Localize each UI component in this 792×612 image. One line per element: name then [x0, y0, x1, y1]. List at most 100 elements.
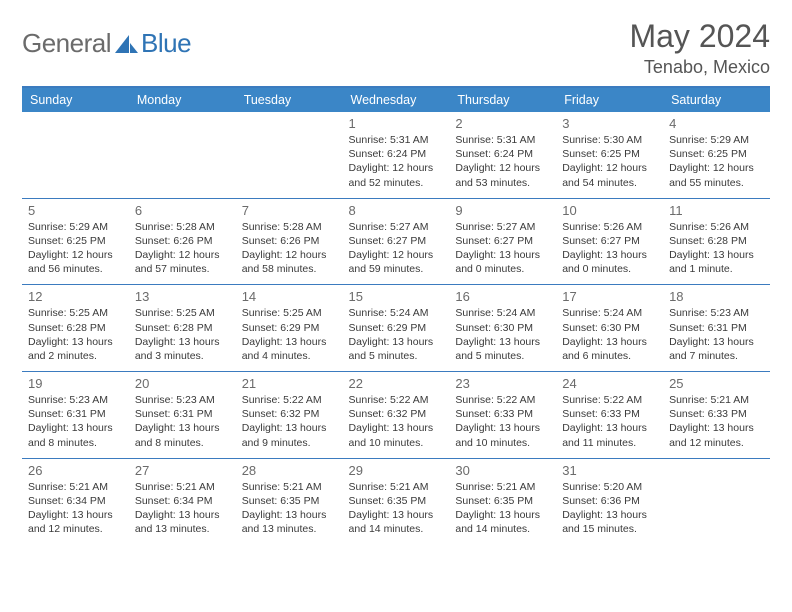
header-row: Sunday Monday Tuesday Wednesday Thursday…: [22, 88, 770, 112]
day-cell: [22, 112, 129, 198]
day-cell: 16Sunrise: 5:24 AMSunset: 6:30 PMDayligh…: [449, 285, 556, 372]
daylight-text: Daylight: 13 hours: [669, 335, 764, 349]
sunrise-text: Sunrise: 5:31 AM: [349, 133, 444, 147]
sunrise-text: Sunrise: 5:28 AM: [135, 220, 230, 234]
day-cell: 26Sunrise: 5:21 AMSunset: 6:34 PMDayligh…: [22, 458, 129, 544]
daylight-text: and 10 minutes.: [349, 436, 444, 450]
day-cell: 4Sunrise: 5:29 AMSunset: 6:25 PMDaylight…: [663, 112, 770, 198]
daylight-text: and 11 minutes.: [562, 436, 657, 450]
daylight-text: Daylight: 12 hours: [28, 248, 123, 262]
sunrise-text: Sunrise: 5:22 AM: [349, 393, 444, 407]
brand-part1: General: [22, 28, 111, 59]
day-cell: 21Sunrise: 5:22 AMSunset: 6:32 PMDayligh…: [236, 372, 343, 459]
daylight-text: Daylight: 12 hours: [349, 248, 444, 262]
day-cell: 5Sunrise: 5:29 AMSunset: 6:25 PMDaylight…: [22, 198, 129, 285]
sunset-text: Sunset: 6:26 PM: [242, 234, 337, 248]
day-number: 21: [242, 376, 337, 391]
week-row: 19Sunrise: 5:23 AMSunset: 6:31 PMDayligh…: [22, 372, 770, 459]
daylight-text: and 12 minutes.: [669, 436, 764, 450]
week-row: 12 Sunrise: 5:25 AM Sunset: 6:28 PM Dayligh…: [22, 285, 770, 372]
sunset-text: Sunset: 6:25 PM: [669, 147, 764, 161]
sunset-text: Sunset: 6:35 PM: [242, 494, 337, 508]
daylight-text: Daylight: 13 hours: [242, 421, 337, 435]
sunrise-text: Sunrise: 5:22 AM: [455, 393, 550, 407]
daylight-text: and 14 minutes.: [349, 522, 444, 536]
col-monday: Monday: [129, 88, 236, 112]
day-cell: 12Sunrise: 5:25 AMSunset: 6:28 PMDayligh…: [22, 285, 129, 372]
calendar-page: General Blue May 2024 Tenabo, Mexico Sun…: [0, 0, 792, 562]
sunrise-text: Sunrise: 5:24 AM: [455, 306, 550, 320]
sunrise-text: Sunrise: 5:30 AM: [562, 133, 657, 147]
sunset-text: Sunset: 6:33 PM: [455, 407, 550, 421]
day-number: 6: [135, 203, 230, 218]
col-tuesday: Tuesday: [236, 88, 343, 112]
sunrise-text: Sunrise: 5:21 AM: [28, 480, 123, 494]
daylight-text: Daylight: 13 hours: [562, 335, 657, 349]
day-number: 28: [242, 463, 337, 478]
daylight-text: Daylight: 13 hours: [28, 508, 123, 522]
day-cell: 2Sunrise: 5:31 AMSunset: 6:24 PMDaylight…: [449, 112, 556, 198]
day-number: 30: [455, 463, 550, 478]
daylight-text: and 14 minutes.: [455, 522, 550, 536]
brand-logo: General Blue: [22, 18, 191, 59]
col-thursday: Thursday: [449, 88, 556, 112]
sunset-text: Sunset: 6:33 PM: [669, 407, 764, 421]
day-number: 26: [28, 463, 123, 478]
month-title: May 2024: [629, 18, 770, 55]
daylight-text: Daylight: 13 hours: [669, 248, 764, 262]
day-cell: 28Sunrise: 5:21 AMSunset: 6:35 PMDayligh…: [236, 458, 343, 544]
day-number: 9: [455, 203, 550, 218]
day-number: 31: [562, 463, 657, 478]
daylight-text: and 10 minutes.: [455, 436, 550, 450]
daylight-text: Daylight: 12 hours: [455, 161, 550, 175]
brand-part2: Blue: [141, 28, 191, 59]
sunrise-text: Sunrise: 5:29 AM: [669, 133, 764, 147]
sunrise-text: Sunrise: 5:20 AM: [562, 480, 657, 494]
sunset-text: Sunset: 6:27 PM: [349, 234, 444, 248]
daylight-text: Daylight: 13 hours: [242, 508, 337, 522]
daylight-text: and 12 minutes.: [28, 522, 123, 536]
sunrise-text: Sunrise: 5:21 AM: [349, 480, 444, 494]
day-number: 25: [669, 376, 764, 391]
day-cell: 27Sunrise: 5:21 AMSunset: 6:34 PMDayligh…: [129, 458, 236, 544]
day-cell: [129, 112, 236, 198]
sunset-text: Sunset: 6:25 PM: [28, 234, 123, 248]
week-row: 1Sunrise: 5:31 AMSunset: 6:24 PMDaylight…: [22, 112, 770, 198]
daylight-text: and 2 minutes.: [28, 349, 123, 363]
day-cell: 15Sunrise: 5:24 AMSunset: 6:29 PMDayligh…: [343, 285, 450, 372]
sunset-text: Sunset: 6:31 PM: [28, 407, 123, 421]
day-number: 19: [28, 376, 123, 391]
day-number: 16: [455, 289, 550, 304]
header: General Blue May 2024 Tenabo, Mexico: [22, 18, 770, 78]
sunset-text: Sunset: 6:36 PM: [562, 494, 657, 508]
daylight-text: and 9 minutes.: [242, 436, 337, 450]
day-cell: 6Sunrise: 5:28 AMSunset: 6:26 PMDaylight…: [129, 198, 236, 285]
sunrise-text: Sunrise: 5:24 AM: [349, 306, 444, 320]
daylight-text: and 7 minutes.: [669, 349, 764, 363]
daylight-text: and 5 minutes.: [455, 349, 550, 363]
sunrise-text: Sunrise: 5:25 AM: [242, 306, 337, 320]
daylight-text: Daylight: 13 hours: [562, 508, 657, 522]
sunset-text: Sunset: 6:28 PM: [135, 321, 230, 335]
day-number: 12: [28, 289, 123, 304]
day-cell: 8Sunrise: 5:27 AMSunset: 6:27 PMDaylight…: [343, 198, 450, 285]
sunset-text: Sunset: 6:28 PM: [669, 234, 764, 248]
day-cell: 29Sunrise: 5:21 AMSunset: 6:35 PMDayligh…: [343, 458, 450, 544]
sunset-text: Sunset: 6:30 PM: [562, 321, 657, 335]
sunrise-text: Sunrise: 5:26 AM: [669, 220, 764, 234]
sunset-text: Sunset: 6:27 PM: [562, 234, 657, 248]
day-number: 17: [562, 289, 657, 304]
daylight-text: Daylight: 13 hours: [455, 248, 550, 262]
sunrise-text: Sunrise: 5:21 AM: [455, 480, 550, 494]
sunrise-text: Sunrise: 5:27 AM: [349, 220, 444, 234]
daylight-text: and 4 minutes.: [242, 349, 337, 363]
daylight-text: Daylight: 13 hours: [349, 421, 444, 435]
day-number: 22: [349, 376, 444, 391]
daylight-text: and 3 minutes.: [135, 349, 230, 363]
daylight-text: and 57 minutes.: [135, 262, 230, 276]
daylight-text: and 54 minutes.: [562, 176, 657, 190]
day-cell: 30Sunrise: 5:21 AMSunset: 6:35 PMDayligh…: [449, 458, 556, 544]
sunset-text: Sunset: 6:31 PM: [669, 321, 764, 335]
sunset-text: Sunset: 6:29 PM: [242, 321, 337, 335]
day-cell: 7Sunrise: 5:28 AMSunset: 6:26 PMDaylight…: [236, 198, 343, 285]
